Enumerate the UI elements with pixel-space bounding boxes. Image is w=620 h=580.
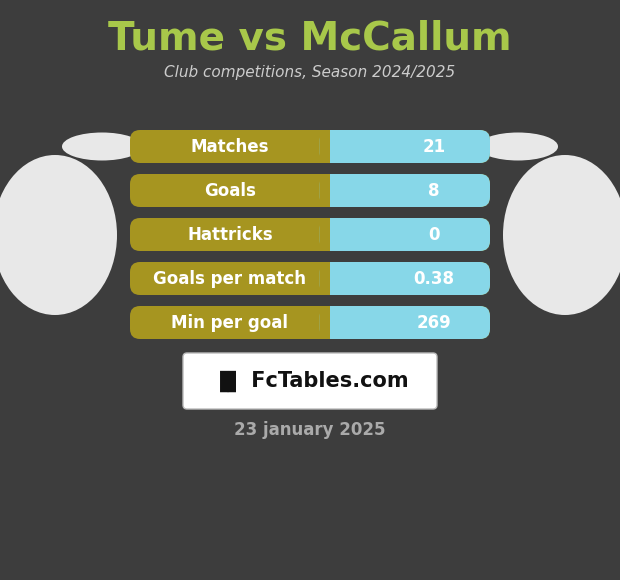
Text: Hattricks: Hattricks — [187, 226, 273, 244]
FancyBboxPatch shape — [130, 262, 490, 295]
Text: Min per goal: Min per goal — [171, 314, 288, 332]
Text: 269: 269 — [417, 314, 451, 332]
Text: Tume vs McCallum: Tume vs McCallum — [108, 19, 512, 57]
FancyBboxPatch shape — [320, 262, 490, 295]
Bar — [320, 262, 330, 295]
Text: Matches: Matches — [191, 137, 269, 155]
FancyBboxPatch shape — [183, 353, 437, 409]
FancyBboxPatch shape — [320, 174, 490, 207]
Text: 21: 21 — [422, 137, 446, 155]
Text: 0: 0 — [428, 226, 440, 244]
Text: ▐▌ FcTables.com: ▐▌ FcTables.com — [211, 370, 409, 392]
Text: 8: 8 — [428, 182, 440, 200]
Text: Club competitions, Season 2024/2025: Club competitions, Season 2024/2025 — [164, 64, 456, 79]
Text: Goals: Goals — [204, 182, 256, 200]
Text: 0.38: 0.38 — [414, 270, 454, 288]
Bar — [320, 174, 330, 207]
FancyBboxPatch shape — [130, 174, 490, 207]
Bar — [320, 218, 330, 251]
Ellipse shape — [503, 155, 620, 315]
FancyBboxPatch shape — [320, 218, 490, 251]
Text: 23 january 2025: 23 january 2025 — [234, 421, 386, 439]
Bar — [320, 306, 330, 339]
Ellipse shape — [62, 132, 142, 161]
FancyBboxPatch shape — [130, 218, 490, 251]
Ellipse shape — [0, 155, 117, 315]
Bar — [320, 130, 330, 163]
FancyBboxPatch shape — [130, 306, 490, 339]
FancyBboxPatch shape — [130, 130, 490, 163]
Ellipse shape — [478, 132, 558, 161]
FancyBboxPatch shape — [320, 130, 490, 163]
FancyBboxPatch shape — [320, 306, 490, 339]
Text: Goals per match: Goals per match — [153, 270, 306, 288]
